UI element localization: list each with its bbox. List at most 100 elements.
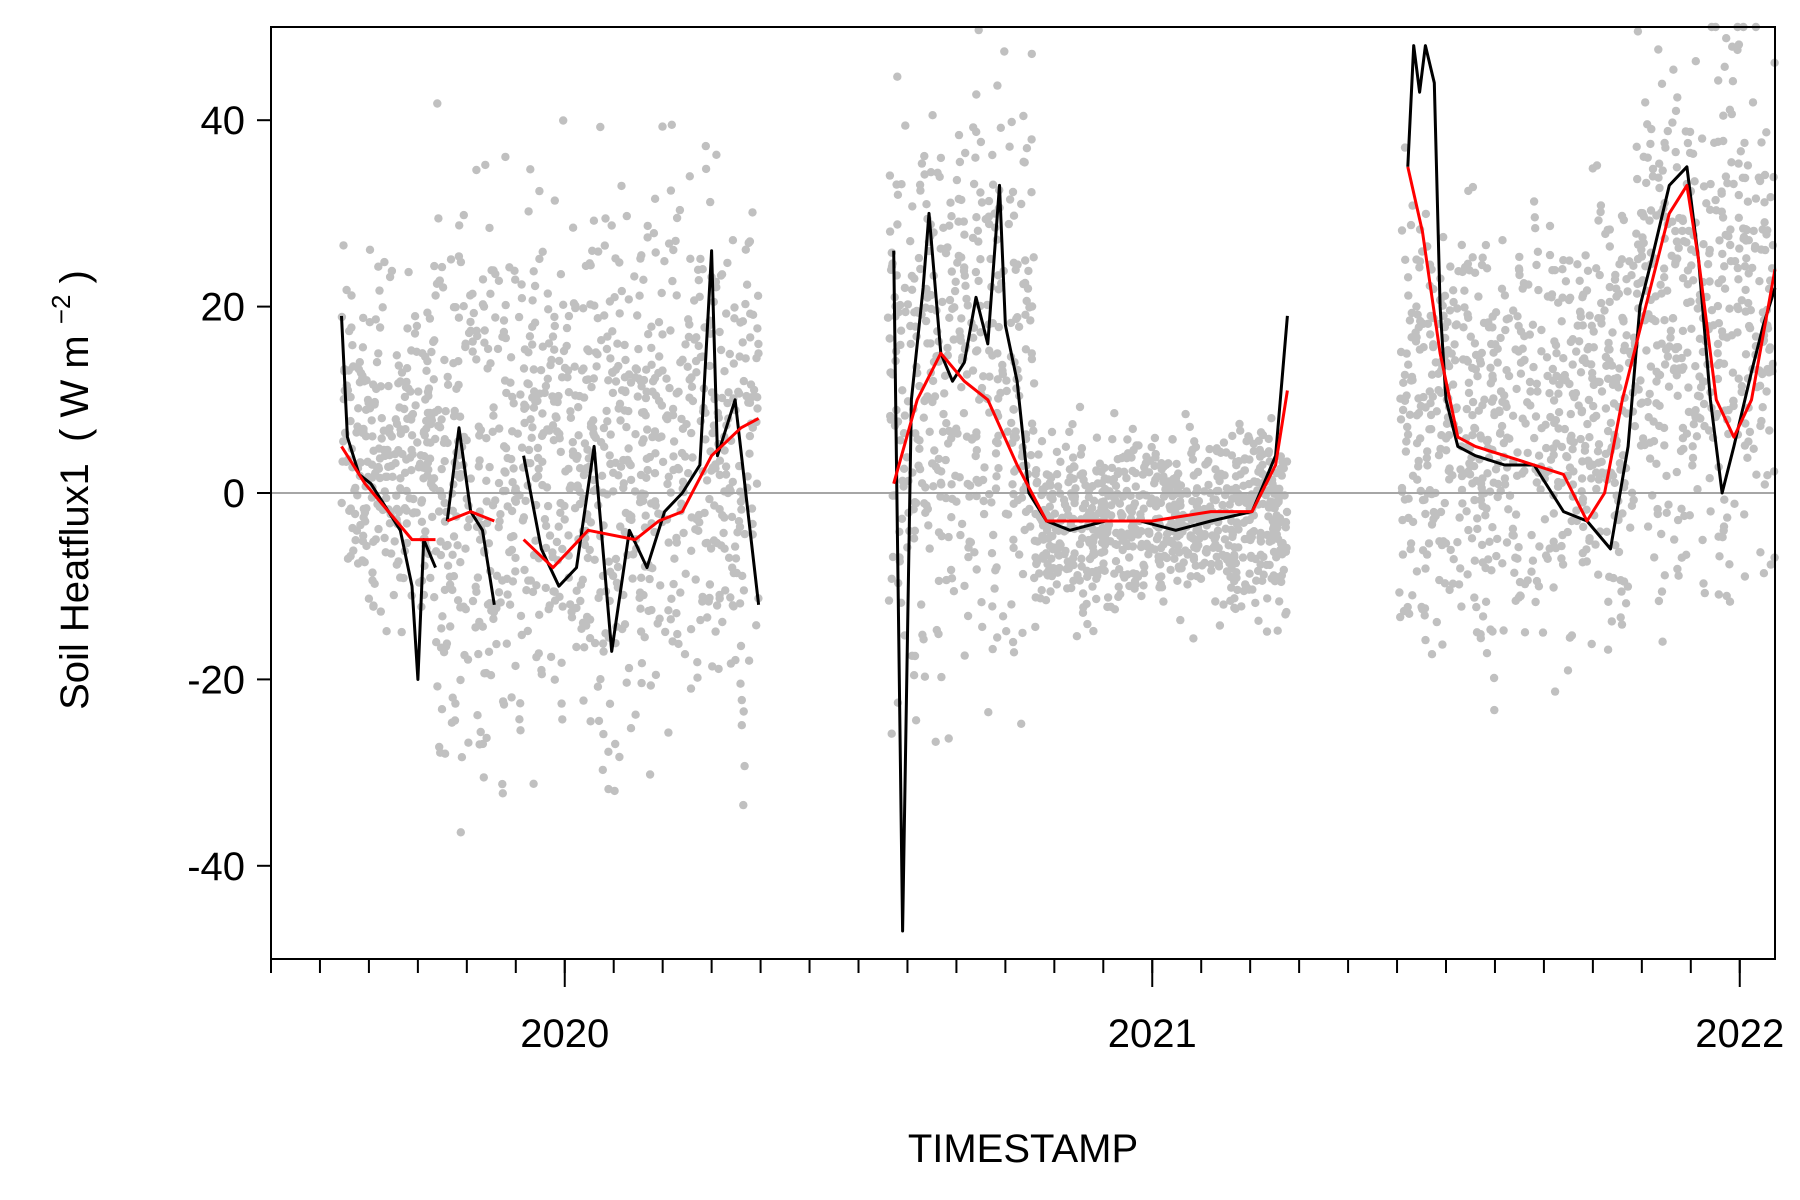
- raw-point: [485, 223, 494, 233]
- raw-point: [926, 168, 936, 177]
- raw-point: [722, 309, 731, 318]
- raw-point: [430, 261, 439, 271]
- smoothed-line-segment: [340, 445, 436, 542]
- raw-point: [651, 501, 660, 510]
- raw-point: [726, 659, 736, 668]
- raw-point: [1751, 194, 1761, 203]
- raw-point: [1554, 477, 1563, 487]
- raw-point: [984, 196, 994, 206]
- raw-point: [567, 613, 577, 622]
- raw-point: [413, 438, 422, 447]
- raw-point: [1154, 556, 1164, 565]
- raw-point: [640, 633, 649, 642]
- raw-point: [1275, 597, 1284, 606]
- raw-point: [1673, 515, 1683, 525]
- raw-point: [993, 81, 1002, 90]
- raw-point: [1457, 602, 1466, 611]
- raw-point: [648, 564, 657, 573]
- raw-point: [1565, 256, 1574, 265]
- raw-point: [1215, 621, 1225, 630]
- raw-point: [1189, 471, 1199, 480]
- raw-point: [723, 398, 732, 408]
- raw-point: [1282, 457, 1292, 466]
- raw-point: [1657, 79, 1667, 89]
- raw-point: [1009, 211, 1019, 220]
- raw-point: [694, 341, 703, 351]
- raw-point: [543, 374, 552, 383]
- raw-point: [727, 512, 737, 522]
- raw-point: [1557, 317, 1566, 326]
- raw-point: [692, 333, 701, 342]
- raw-point: [580, 540, 590, 550]
- raw-point: [1209, 495, 1218, 504]
- raw-point: [392, 560, 401, 569]
- raw-point: [384, 462, 393, 472]
- raw-point: [1515, 265, 1524, 275]
- raw-point: [726, 593, 735, 602]
- raw-point: [885, 171, 895, 180]
- raw-point: [468, 337, 477, 346]
- raw-point: [1756, 421, 1765, 431]
- raw-point: [1663, 286, 1672, 295]
- raw-point: [669, 452, 678, 461]
- raw-point: [1458, 499, 1467, 508]
- raw-point: [530, 387, 539, 396]
- raw-point: [423, 458, 433, 467]
- raw-point: [1643, 397, 1652, 407]
- raw-point: [528, 423, 537, 432]
- raw-point: [1434, 386, 1443, 395]
- raw-point: [582, 612, 592, 622]
- raw-point: [1142, 452, 1151, 461]
- raw-point: [646, 681, 655, 690]
- raw-point: [1481, 563, 1490, 573]
- raw-point: [688, 453, 697, 462]
- raw-point: [571, 301, 580, 310]
- raw-point: [1679, 363, 1688, 372]
- raw-point: [541, 543, 551, 553]
- raw-point: [604, 376, 613, 385]
- raw-point: [898, 386, 907, 395]
- raw-point: [1485, 537, 1494, 546]
- raw-point: [1566, 409, 1576, 419]
- raw-point: [1671, 147, 1680, 157]
- raw-point: [962, 294, 971, 304]
- raw-point: [1264, 434, 1273, 444]
- raw-point: [1690, 177, 1699, 186]
- raw-point: [1144, 550, 1153, 559]
- raw-point: [591, 348, 601, 357]
- raw-point: [1542, 443, 1551, 453]
- raw-point: [1633, 174, 1642, 184]
- raw-point: [951, 471, 960, 480]
- raw-point: [893, 190, 903, 199]
- raw-point: [374, 349, 383, 358]
- raw-point: [1435, 537, 1444, 546]
- raw-point: [956, 530, 965, 540]
- raw-point: [1520, 356, 1529, 365]
- raw-point: [624, 458, 634, 468]
- raw-point: [398, 449, 407, 459]
- raw-point: [1645, 216, 1654, 225]
- raw-point: [1691, 57, 1701, 66]
- raw-point: [675, 205, 685, 215]
- raw-point: [1412, 302, 1421, 311]
- raw-point: [1660, 273, 1669, 282]
- raw-point: [1185, 422, 1195, 432]
- raw-point: [624, 295, 633, 304]
- raw-point: [680, 650, 690, 659]
- raw-point: [998, 612, 1008, 621]
- raw-point: [1674, 243, 1683, 253]
- raw-point: [408, 509, 418, 518]
- raw-point: [380, 451, 390, 461]
- raw-point: [977, 198, 987, 207]
- raw-point: [382, 627, 391, 636]
- raw-point: [505, 600, 515, 609]
- raw-point: [678, 424, 688, 433]
- raw-point: [1632, 142, 1641, 151]
- raw-point: [1516, 591, 1525, 600]
- raw-point: [1398, 515, 1407, 525]
- raw-point: [1745, 324, 1755, 333]
- raw-point: [1705, 277, 1714, 286]
- raw-point: [454, 357, 463, 366]
- raw-point: [1397, 483, 1407, 493]
- raw-point: [1015, 550, 1024, 559]
